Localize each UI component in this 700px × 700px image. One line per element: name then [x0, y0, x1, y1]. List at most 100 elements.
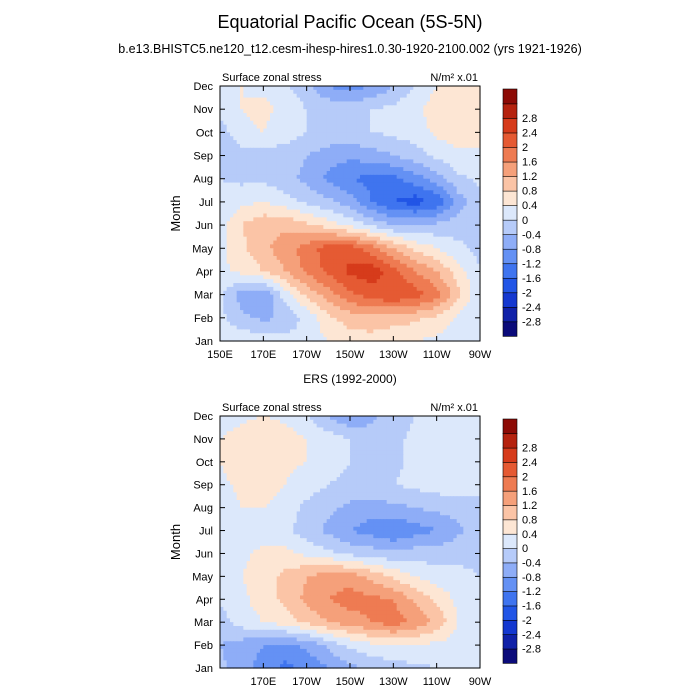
contour-cell [223, 298, 228, 303]
contour-cell [393, 248, 398, 253]
contour-cell [250, 101, 254, 106]
contour-cell [246, 190, 251, 195]
contour-cell [256, 217, 261, 222]
contour-cell [420, 236, 424, 242]
contour-cell [396, 244, 401, 249]
contour-cell [236, 228, 241, 234]
contour-cell [470, 132, 474, 137]
contour-cell [456, 228, 461, 234]
contour-cell [330, 213, 334, 218]
contour-cell [343, 190, 348, 195]
contour-cell [443, 186, 448, 191]
contour-cell [303, 201, 308, 207]
contour-cell [236, 155, 241, 161]
contour-cell [460, 147, 464, 153]
contour-cell [333, 228, 338, 234]
contour-cell [323, 240, 328, 246]
contour-cell [290, 302, 294, 307]
contour-cell [320, 155, 324, 161]
contour-cell [413, 313, 418, 319]
contour-cell [356, 290, 361, 296]
contour-cell [373, 310, 378, 315]
contour-cell [453, 279, 458, 284]
contour-cell [466, 174, 471, 180]
contour-cell [270, 325, 274, 331]
contour-cell [393, 89, 398, 95]
contour-cell [426, 105, 431, 110]
contour-cell [293, 259, 298, 265]
contour-cell [316, 286, 321, 292]
contour-cell [403, 136, 408, 141]
contour-cell [243, 186, 248, 191]
contour-cell [390, 217, 394, 222]
contour-cell [470, 198, 474, 203]
contour-cell [376, 244, 381, 249]
contour-cell [380, 113, 384, 118]
contour-cell [243, 313, 248, 319]
contour-cell [436, 267, 441, 273]
contour-cell [396, 167, 401, 172]
contour-cell [330, 244, 334, 249]
contour-cell [323, 151, 328, 157]
contour-cell [356, 294, 361, 300]
contour-cell [426, 116, 431, 122]
contour-cell [376, 294, 381, 300]
contour-cell [236, 116, 241, 122]
contour-cell [416, 294, 421, 300]
contour-cell [410, 198, 414, 203]
contour-cell [356, 167, 361, 172]
contour-cell [383, 190, 388, 195]
contour-cell [363, 248, 368, 253]
contour-cell [356, 240, 361, 246]
contour-cell [330, 240, 334, 246]
contour-cell [450, 143, 454, 149]
contour-cell [366, 105, 371, 110]
contour-cell [470, 294, 474, 300]
contour-cell [403, 186, 408, 191]
contour-cell [380, 248, 384, 253]
contour-cell [293, 252, 298, 257]
contour-cell [410, 182, 414, 188]
contour-cell [426, 313, 431, 319]
contour-cell [290, 143, 294, 149]
contour-cell [333, 302, 338, 307]
contour-cell [446, 236, 451, 242]
contour-cell [463, 252, 468, 257]
contour-cell [340, 93, 344, 99]
contour-cell [416, 321, 421, 327]
contour-cell [470, 232, 474, 238]
contour-cell [296, 244, 301, 249]
contour-cell [376, 194, 381, 199]
contour-cell [320, 248, 324, 253]
contour-cell [250, 124, 254, 130]
contour-cell [260, 143, 264, 149]
contour-cell [263, 171, 268, 176]
contour-cell [376, 101, 381, 106]
contour-cell [376, 105, 381, 110]
contour-cell [256, 306, 261, 311]
contour-cell [220, 105, 224, 110]
contour-cell [346, 205, 351, 211]
contour-cell [300, 109, 304, 114]
contour-cell [446, 190, 451, 195]
contour-cell [256, 256, 261, 261]
contour-cell [306, 136, 311, 141]
contour-cell [360, 147, 364, 153]
contour-cell [453, 205, 458, 211]
contour-cell [266, 190, 271, 195]
contour-cell [336, 329, 341, 334]
contour-cell [470, 225, 474, 230]
contour-cell [466, 271, 471, 276]
contour-cell [263, 263, 268, 269]
contour-cell [243, 209, 248, 215]
contour-cell [276, 113, 281, 118]
contour-cell [276, 213, 281, 218]
contour-cell [446, 171, 451, 176]
contour-cell [240, 267, 244, 273]
contour-cell [473, 302, 478, 307]
contour-cell [356, 248, 361, 253]
contour-cell [313, 225, 318, 230]
contour-cell [433, 116, 438, 122]
contour-cell [263, 182, 268, 188]
contour-cell [456, 97, 461, 103]
